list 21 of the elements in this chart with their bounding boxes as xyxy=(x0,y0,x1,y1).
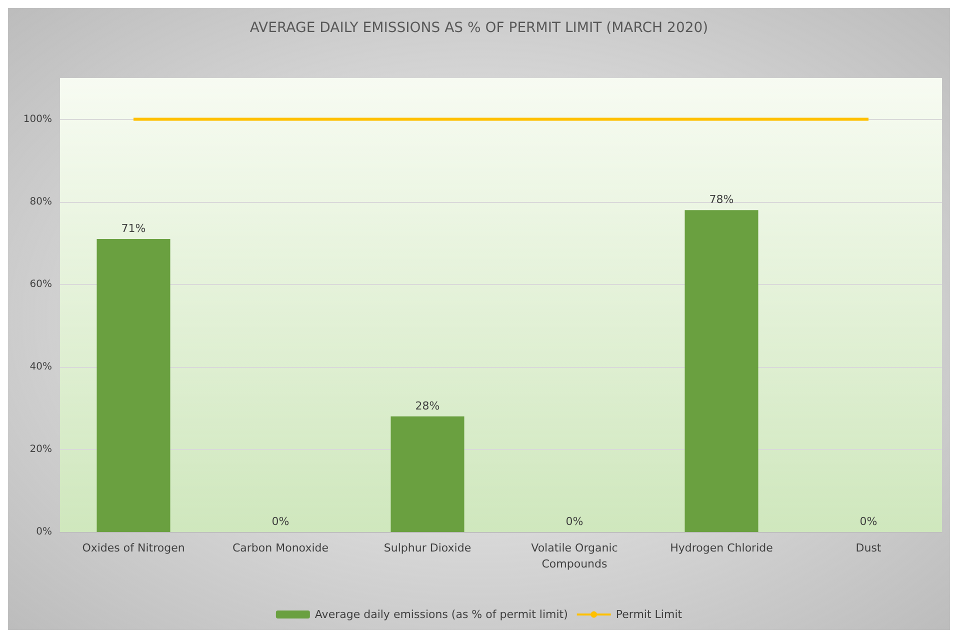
chart-title: AVERAGE DAILY EMISSIONS AS % OF PERMIT LIMIT (MARCH 2020) xyxy=(250,20,708,36)
legend-label: Permit Limit xyxy=(616,608,683,621)
y-tick-label: 0% xyxy=(36,526,52,538)
data-label: 0% xyxy=(860,515,878,528)
x-tick-label: Carbon Monoxide xyxy=(232,542,329,554)
y-tick-label: 100% xyxy=(23,114,52,125)
data-label: 71% xyxy=(121,222,146,235)
y-tick-label: 80% xyxy=(30,196,52,208)
data-label: 0% xyxy=(272,515,290,528)
data-label: 0% xyxy=(566,515,584,528)
x-tick-label: Oxides of Nitrogen xyxy=(82,542,185,554)
data-label: 78% xyxy=(709,193,734,206)
data-label: 28% xyxy=(415,399,440,412)
x-tick-label: Sulphur Dioxide xyxy=(384,542,472,554)
y-tick-label: 60% xyxy=(30,278,52,290)
x-tick-label: Volatile Organic Compounds xyxy=(531,542,618,570)
y-tick-label: 40% xyxy=(30,361,52,372)
y-tick-label: 20% xyxy=(30,444,52,455)
x-tick-label: Dust xyxy=(856,542,882,554)
x-tick-label: Hydrogen Chloride xyxy=(670,542,774,554)
legend-label: Average daily emissions (as % of permit limit) xyxy=(314,608,568,621)
